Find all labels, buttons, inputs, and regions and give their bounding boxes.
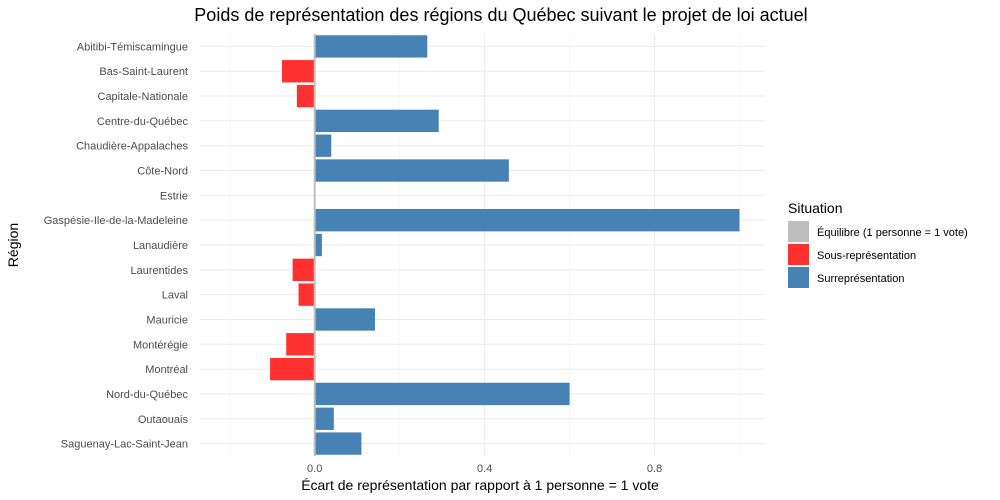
legend-label: Surreprésentation [817,273,904,285]
bar [314,109,439,133]
y-tick-label: Montréal [145,364,188,376]
y-tick-label: Lanaudière [133,240,188,252]
bar [270,357,315,381]
x-axis-title: Écart de représentation par rapport à 1 … [301,477,659,493]
legend-label: Équilibre (1 personne = 1 vote) [817,226,968,239]
y-tick-label: Abitibi-Témiscamingue [77,41,188,53]
bar [314,35,428,58]
x-tick-label: 0.4 [477,463,492,475]
y-tick-label: Saguenay-Lac-Saint-Jean [61,439,188,451]
bars [270,34,740,456]
legend-swatch [788,221,809,242]
legend: Situation Équilibre (1 personne = 1 vote… [788,200,968,288]
y-axis-title: Région [5,223,21,267]
legend-swatch [788,244,809,265]
bar [314,407,334,430]
legend-title: Situation [788,200,842,216]
chart-title: Poids de représentation des régions du Q… [194,5,807,25]
x-tick-label: 0.0 [307,463,322,475]
y-tick-label: Centre-du-Québec [97,116,189,128]
y-tick-label: Capitale-Nationale [98,91,189,103]
y-tick-label: Outaouais [138,414,189,426]
y-tick-label: Laurentides [131,265,189,277]
x-axis-tick-labels: 0.0 0.4 0.8 [307,463,662,475]
y-tick-label: Montérégie [133,339,188,351]
bar [281,60,315,83]
bar [286,333,315,356]
bar [314,159,509,182]
bar [314,432,362,455]
bar [314,134,332,157]
bar [292,258,315,281]
y-tick-label: Chaudière-Appalaches [76,141,188,153]
y-axis-tick-labels: Abitibi-Témiscamingue Bas-Saint-Laurent Ca… [44,41,189,450]
y-tick-label: Côte-Nord [137,166,188,178]
bar [314,233,322,257]
x-tick-label: 0.8 [647,463,662,475]
bar [314,308,376,331]
bar [314,209,740,232]
y-tick-label: Gaspésie-Ile-de-la-Madeleine [44,215,188,227]
y-tick-label: Estrie [160,190,188,202]
legend-label: Sous-représentation [817,250,916,262]
y-tick-label: Bas-Saint-Laurent [99,66,188,78]
legend-swatch [788,267,809,288]
y-tick-label: Mauricie [146,314,188,326]
bar [298,283,315,306]
y-tick-label: Laval [162,290,188,302]
bar [314,382,570,406]
bar [296,84,315,108]
y-tick-label: Nord-du-Québec [106,389,188,401]
